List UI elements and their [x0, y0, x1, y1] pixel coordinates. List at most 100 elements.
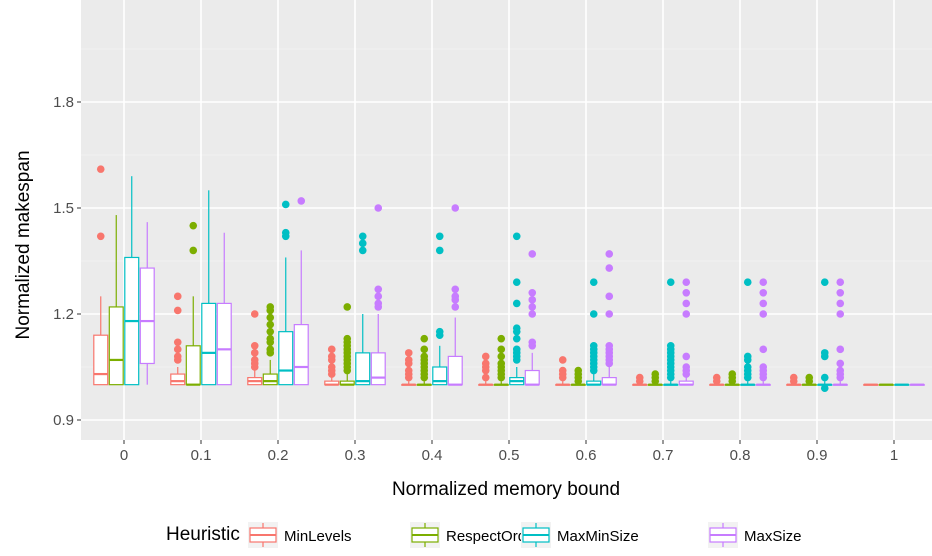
box-RespectOrder-0.4 — [416, 334, 432, 386]
box-RespectOrder-0 — [108, 215, 124, 386]
box-MaxMinSize-0.7 — [663, 278, 679, 386]
outlier-point — [281, 200, 290, 209]
box-MinLevels-0.2 — [247, 310, 263, 386]
legend-label: MinLevels — [284, 528, 352, 545]
outlier-point — [327, 370, 336, 378]
outlier-point — [574, 377, 583, 385]
outlier-point — [420, 373, 429, 382]
outlier-point — [451, 303, 460, 311]
outlier-point — [266, 327, 275, 336]
box-iqr — [370, 352, 386, 386]
x-tick-label: 0.6 — [576, 447, 597, 464]
outlier-point — [189, 221, 198, 230]
box-MaxMinSize-0.5 — [509, 232, 525, 386]
outlier-point — [451, 296, 460, 304]
outlier-point — [682, 299, 691, 308]
box-RespectOrder-0.7 — [647, 370, 663, 386]
outlier-point — [820, 384, 829, 393]
box-iqr — [93, 334, 109, 386]
outlier-point — [759, 299, 768, 308]
outlier-point — [358, 246, 367, 255]
box-RespectOrder-0.6 — [570, 366, 586, 386]
box-MaxMinSize-0.2 — [278, 200, 294, 386]
outlier-point — [374, 204, 383, 212]
outlier-point — [605, 264, 614, 272]
x-tick-label: 0.5 — [499, 447, 520, 464]
outlier-point — [435, 331, 444, 340]
box-MaxSize-0.6 — [601, 250, 617, 386]
outlier-point — [173, 338, 182, 347]
box-iqr — [278, 331, 294, 386]
outlier-point — [512, 327, 521, 336]
outlier-point — [836, 289, 845, 297]
x-tick-label: 0.3 — [345, 447, 366, 464]
outlier-point — [743, 373, 752, 382]
legend-label: MaxMinSize — [557, 528, 639, 545]
outlier-point — [558, 356, 567, 364]
outlier-point — [435, 246, 444, 255]
outlier-point — [836, 345, 845, 354]
box-MinLevels-0.9 — [786, 373, 802, 386]
outlier-point — [836, 299, 845, 308]
outlier-point — [173, 356, 182, 364]
outlier-point — [820, 352, 829, 361]
outlier-point — [743, 356, 752, 364]
outlier-point — [266, 306, 275, 315]
legend-label: MaxSize — [744, 528, 802, 545]
outlier-point — [512, 334, 521, 343]
y-tick-label: 1.2 — [53, 306, 74, 323]
box-RespectOrder-0.1 — [185, 221, 201, 386]
outlier-point — [451, 204, 460, 212]
y-tick-label: 1.8 — [53, 94, 74, 111]
outlier-point — [728, 377, 737, 385]
outlier-point — [374, 292, 383, 301]
box-MaxMinSize-0.8 — [740, 278, 756, 386]
outlier-point — [666, 373, 675, 382]
box-MinLevels-1 — [863, 383, 879, 386]
outlier-point — [481, 352, 490, 361]
outlier-point — [805, 377, 814, 385]
legend-item-MaxSize: MaxSize — [708, 522, 802, 548]
outlier-point — [497, 352, 506, 361]
outlier-point — [404, 349, 413, 357]
legend-item-MaxMinSize: MaxMinSize — [521, 522, 639, 548]
outlier-point — [451, 285, 460, 294]
outlier-point — [759, 278, 768, 287]
outlier-point — [497, 373, 506, 382]
outlier-point — [250, 342, 259, 350]
x-tick-label: 0.4 — [422, 447, 443, 464]
outlier-point — [173, 306, 182, 315]
box-RespectOrder-1 — [878, 383, 894, 386]
outlier-point — [651, 377, 660, 385]
outlier-point — [836, 278, 845, 287]
box-iqr — [262, 373, 278, 386]
box-MaxMinSize-0.9 — [817, 278, 833, 393]
outlier-point — [528, 342, 537, 350]
legend-label: RespectOrder — [446, 528, 539, 545]
outlier-point — [836, 359, 845, 368]
outlier-point — [374, 303, 383, 311]
outlier-point — [759, 345, 768, 354]
box-MaxSize-0.8 — [755, 278, 771, 386]
box-MinLevels-0.4 — [401, 349, 417, 386]
outlier-point — [404, 373, 413, 382]
y-axis: 0.9 1.2 1.5 1.8 — [53, 94, 81, 429]
box-iqr — [201, 302, 217, 386]
outlier-point — [605, 310, 614, 318]
outlier-point — [820, 278, 829, 287]
legend-title: Heuristic — [166, 524, 240, 545]
outlier-point — [759, 289, 768, 297]
legend: Heuristic MinLevels RespectOrder MaxMinSiz… — [166, 522, 802, 548]
outlier-point — [374, 285, 383, 294]
box-iqr — [355, 352, 371, 386]
box-iqr — [524, 369, 540, 386]
x-tick-label: 0.9 — [807, 447, 828, 464]
outlier-point — [759, 373, 768, 382]
grid-major — [81, 0, 932, 440]
outlier-point — [497, 345, 506, 354]
outlier-point — [250, 310, 259, 318]
x-axis-title: Normalized memory bound — [392, 479, 620, 500]
box-iqr — [139, 267, 155, 365]
outlier-point — [358, 232, 367, 241]
outlier-point — [743, 278, 752, 287]
